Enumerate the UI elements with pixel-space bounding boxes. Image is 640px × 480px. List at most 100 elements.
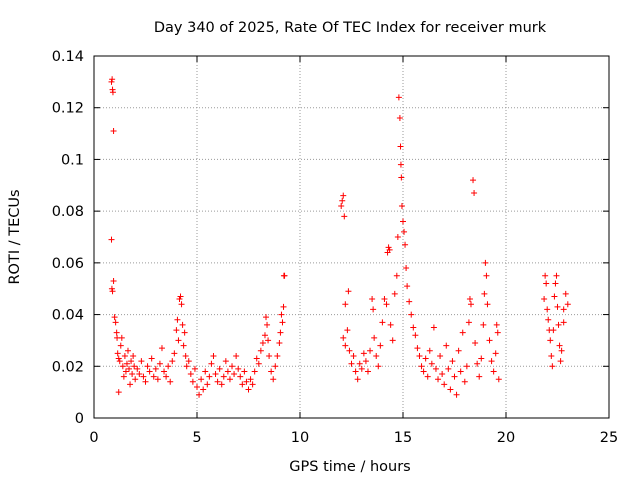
data-point [472, 340, 479, 347]
data-point [398, 202, 405, 209]
data-point [395, 94, 402, 101]
data-point [115, 355, 122, 362]
data-point [189, 378, 196, 385]
data-point [279, 319, 286, 326]
data-point [191, 365, 198, 372]
data-point [126, 365, 133, 372]
data-point [116, 358, 123, 365]
data-point [146, 368, 153, 375]
data-point [408, 311, 415, 318]
data-point [354, 376, 361, 383]
data-point [257, 347, 264, 354]
data-point [455, 347, 462, 354]
data-point [109, 76, 116, 83]
data-point [560, 306, 567, 313]
data-point [212, 371, 219, 378]
chart-title: Day 340 of 2025, Rate Of TEC Index for r… [154, 20, 547, 36]
data-point [196, 391, 203, 398]
data-point [441, 381, 448, 388]
data-point [265, 337, 272, 344]
data-point [545, 316, 552, 323]
data-point [481, 290, 488, 297]
y-tick-label: 0.12 [52, 101, 84, 117]
data-point [180, 342, 187, 349]
data-point [400, 218, 406, 225]
x-tick-label: 5 [192, 430, 201, 446]
data-point [430, 324, 437, 331]
x-tick-label: 10 [291, 430, 309, 446]
data-point [557, 358, 564, 365]
data-point [128, 358, 135, 365]
data-point [493, 321, 500, 328]
data-point [418, 363, 425, 370]
data-point [198, 376, 205, 383]
data-point [381, 296, 388, 303]
y-tick-label: 0.1 [61, 152, 84, 168]
data-point [383, 301, 390, 308]
y-axis-label: ROTI / TECUs [7, 189, 23, 284]
data-point [402, 241, 409, 248]
data-point [202, 368, 209, 375]
data-point [556, 342, 563, 349]
data-point [544, 306, 551, 313]
data-point [110, 127, 117, 134]
data-point [492, 350, 499, 357]
data-point [344, 327, 351, 334]
data-point [426, 347, 433, 354]
data-point [120, 373, 127, 380]
data-point [375, 363, 382, 370]
data-point [453, 391, 460, 398]
data-point [547, 337, 554, 344]
data-point [555, 321, 562, 328]
data-point [420, 368, 427, 375]
data-point [549, 363, 556, 370]
data-point [551, 293, 558, 300]
data-point [226, 376, 233, 383]
data-point [108, 236, 115, 243]
data-point [109, 288, 116, 295]
data-point [387, 321, 394, 328]
data-point [467, 301, 474, 308]
data-point [165, 363, 172, 370]
data-point [488, 358, 495, 365]
data-point [214, 378, 221, 385]
data-point [224, 368, 231, 375]
data-point [121, 352, 128, 359]
data-point [277, 329, 284, 336]
y-tick-label: 0.04 [52, 308, 84, 324]
data-point [414, 345, 421, 352]
data-point [457, 368, 464, 375]
data-point [358, 365, 365, 372]
data-point [112, 319, 119, 326]
x-tick-label: 20 [497, 430, 515, 446]
data-point [241, 368, 248, 375]
data-point [377, 342, 384, 349]
data-point [474, 360, 481, 367]
data-point [206, 373, 213, 380]
data-point [449, 358, 456, 365]
data-point [280, 303, 287, 310]
data-point [486, 337, 493, 344]
data-point [281, 272, 288, 279]
x-tick-label: 15 [394, 430, 412, 446]
data-point [459, 329, 466, 336]
data-point [264, 321, 271, 328]
data-point [154, 376, 161, 383]
data-point [341, 213, 348, 220]
data-point [210, 352, 217, 359]
data-point [108, 78, 115, 85]
data-point [360, 350, 367, 357]
data-point [124, 347, 131, 354]
data-point [470, 177, 477, 184]
data-point [233, 352, 240, 359]
data-point [370, 306, 377, 313]
data-point [161, 368, 168, 375]
data-point [176, 296, 183, 303]
data-point [345, 288, 352, 295]
data-point [445, 365, 452, 372]
data-point [352, 368, 359, 375]
data-point [220, 373, 227, 380]
data-point [261, 332, 268, 339]
data-point [386, 246, 393, 253]
data-point [483, 272, 490, 279]
